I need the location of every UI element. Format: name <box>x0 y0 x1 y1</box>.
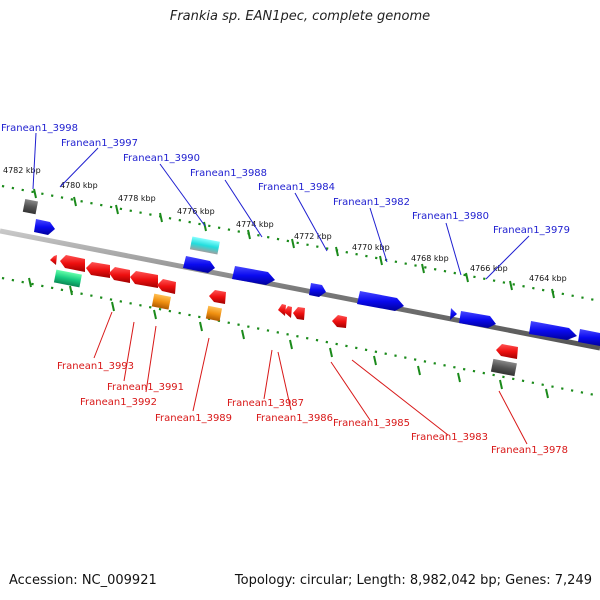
scale-label-4774: 4774 kbp <box>236 220 274 229</box>
gene-3978-gray[interactable] <box>490 358 517 377</box>
gene-3988[interactable] <box>183 256 215 273</box>
gene-3980[interactable] <box>459 311 496 328</box>
reverse-gene-labels: Franean1_3993 Franean1_3991 Franean1_399… <box>57 361 568 456</box>
label-3986: Franean1_3986 <box>256 413 333 424</box>
gene-3989-red[interactable] <box>209 290 226 304</box>
gene-3991b[interactable] <box>157 279 176 294</box>
label-3984: Franean1_3984 <box>258 182 335 193</box>
map-title: Frankia sp. EAN1pec, complete genome <box>169 9 431 24</box>
gene-3991[interactable] <box>130 271 158 288</box>
scale-label-4782: 4782 kbp <box>3 166 41 175</box>
reverse-leader-lines <box>93 311 528 445</box>
label-3978: Franean1_3978 <box>491 445 568 456</box>
gene-3986[interactable] <box>284 306 292 318</box>
forward-leader-lines <box>32 132 530 280</box>
gene-3987[interactable] <box>278 304 286 316</box>
label-3985: Franean1_3985 <box>333 418 410 429</box>
scale-label-4778: 4778 kbp <box>118 194 156 203</box>
scale-label-4766: 4766 kbp <box>470 264 508 273</box>
label-3980: Franean1_3980 <box>412 211 489 222</box>
gene-3978[interactable] <box>496 344 518 359</box>
label-3979: Franean1_3979 <box>493 225 570 236</box>
reverse-genes <box>50 255 518 377</box>
label-3987: Franean1_3987 <box>227 398 304 409</box>
forward-genes <box>22 198 600 346</box>
label-3982: Franean1_3982 <box>333 197 410 208</box>
label-3983: Franean1_3983 <box>411 432 488 443</box>
gene-3984[interactable] <box>309 283 326 297</box>
genome-backbone <box>0 228 600 351</box>
gene-3996[interactable] <box>50 255 57 265</box>
forward-gene-labels: Franean1_3998 Franean1_3997 Franean1_399… <box>1 123 570 236</box>
gene-3979[interactable] <box>529 321 577 340</box>
upper-scale-track <box>1 184 600 303</box>
scale-label-4764: 4764 kbp <box>529 274 567 283</box>
gene-3995-gray[interactable] <box>22 198 39 215</box>
gene-3977[interactable] <box>578 329 600 346</box>
scale-label-4772: 4772 kbp <box>294 232 332 241</box>
label-3989: Franean1_3989 <box>155 413 232 424</box>
upper-major-ticks <box>33 188 555 299</box>
lower-scale-track <box>1 276 600 398</box>
lower-major-ticks <box>28 277 549 399</box>
gene-3990[interactable] <box>189 236 220 255</box>
scale-label-4768: 4768 kbp <box>411 254 449 263</box>
label-3997: Franean1_3997 <box>61 138 138 149</box>
gene-3987-fwd[interactable] <box>232 266 275 285</box>
gene-3985[interactable] <box>293 307 305 320</box>
gene-3997[interactable] <box>34 219 55 235</box>
label-3991: Franean1_3991 <box>107 382 184 393</box>
label-3993: Franean1_3993 <box>57 361 134 372</box>
scale-label-4776: 4776 kbp <box>177 207 215 216</box>
gene-3989-orange[interactable] <box>205 305 223 322</box>
genome-stats-text: Topology: circular; Length: 8,982,042 bp… <box>234 573 592 588</box>
scale-label-4780: 4780 kbp <box>60 181 98 190</box>
accession-text: Accession: NC_009921 <box>9 573 157 588</box>
gene-3983[interactable] <box>332 315 347 328</box>
label-3998: Franean1_3998 <box>1 123 78 134</box>
gene-3993-green[interactable] <box>53 269 82 288</box>
gene-3982[interactable] <box>357 291 404 311</box>
gene-3993[interactable] <box>86 262 110 278</box>
gene-3992[interactable] <box>109 267 130 283</box>
label-3992: Franean1_3992 <box>80 397 157 408</box>
gene-3992-orange[interactable] <box>151 293 171 310</box>
scale-label-4770: 4770 kbp <box>352 243 390 252</box>
label-3990: Franean1_3990 <box>123 153 200 164</box>
scale-labels: 4782 kbp 4780 kbp 4778 kbp 4776 kbp 4774… <box>3 166 567 283</box>
label-3988: Franean1_3988 <box>190 168 267 179</box>
gene-3981[interactable] <box>450 308 457 320</box>
gene-3994[interactable] <box>60 255 85 272</box>
